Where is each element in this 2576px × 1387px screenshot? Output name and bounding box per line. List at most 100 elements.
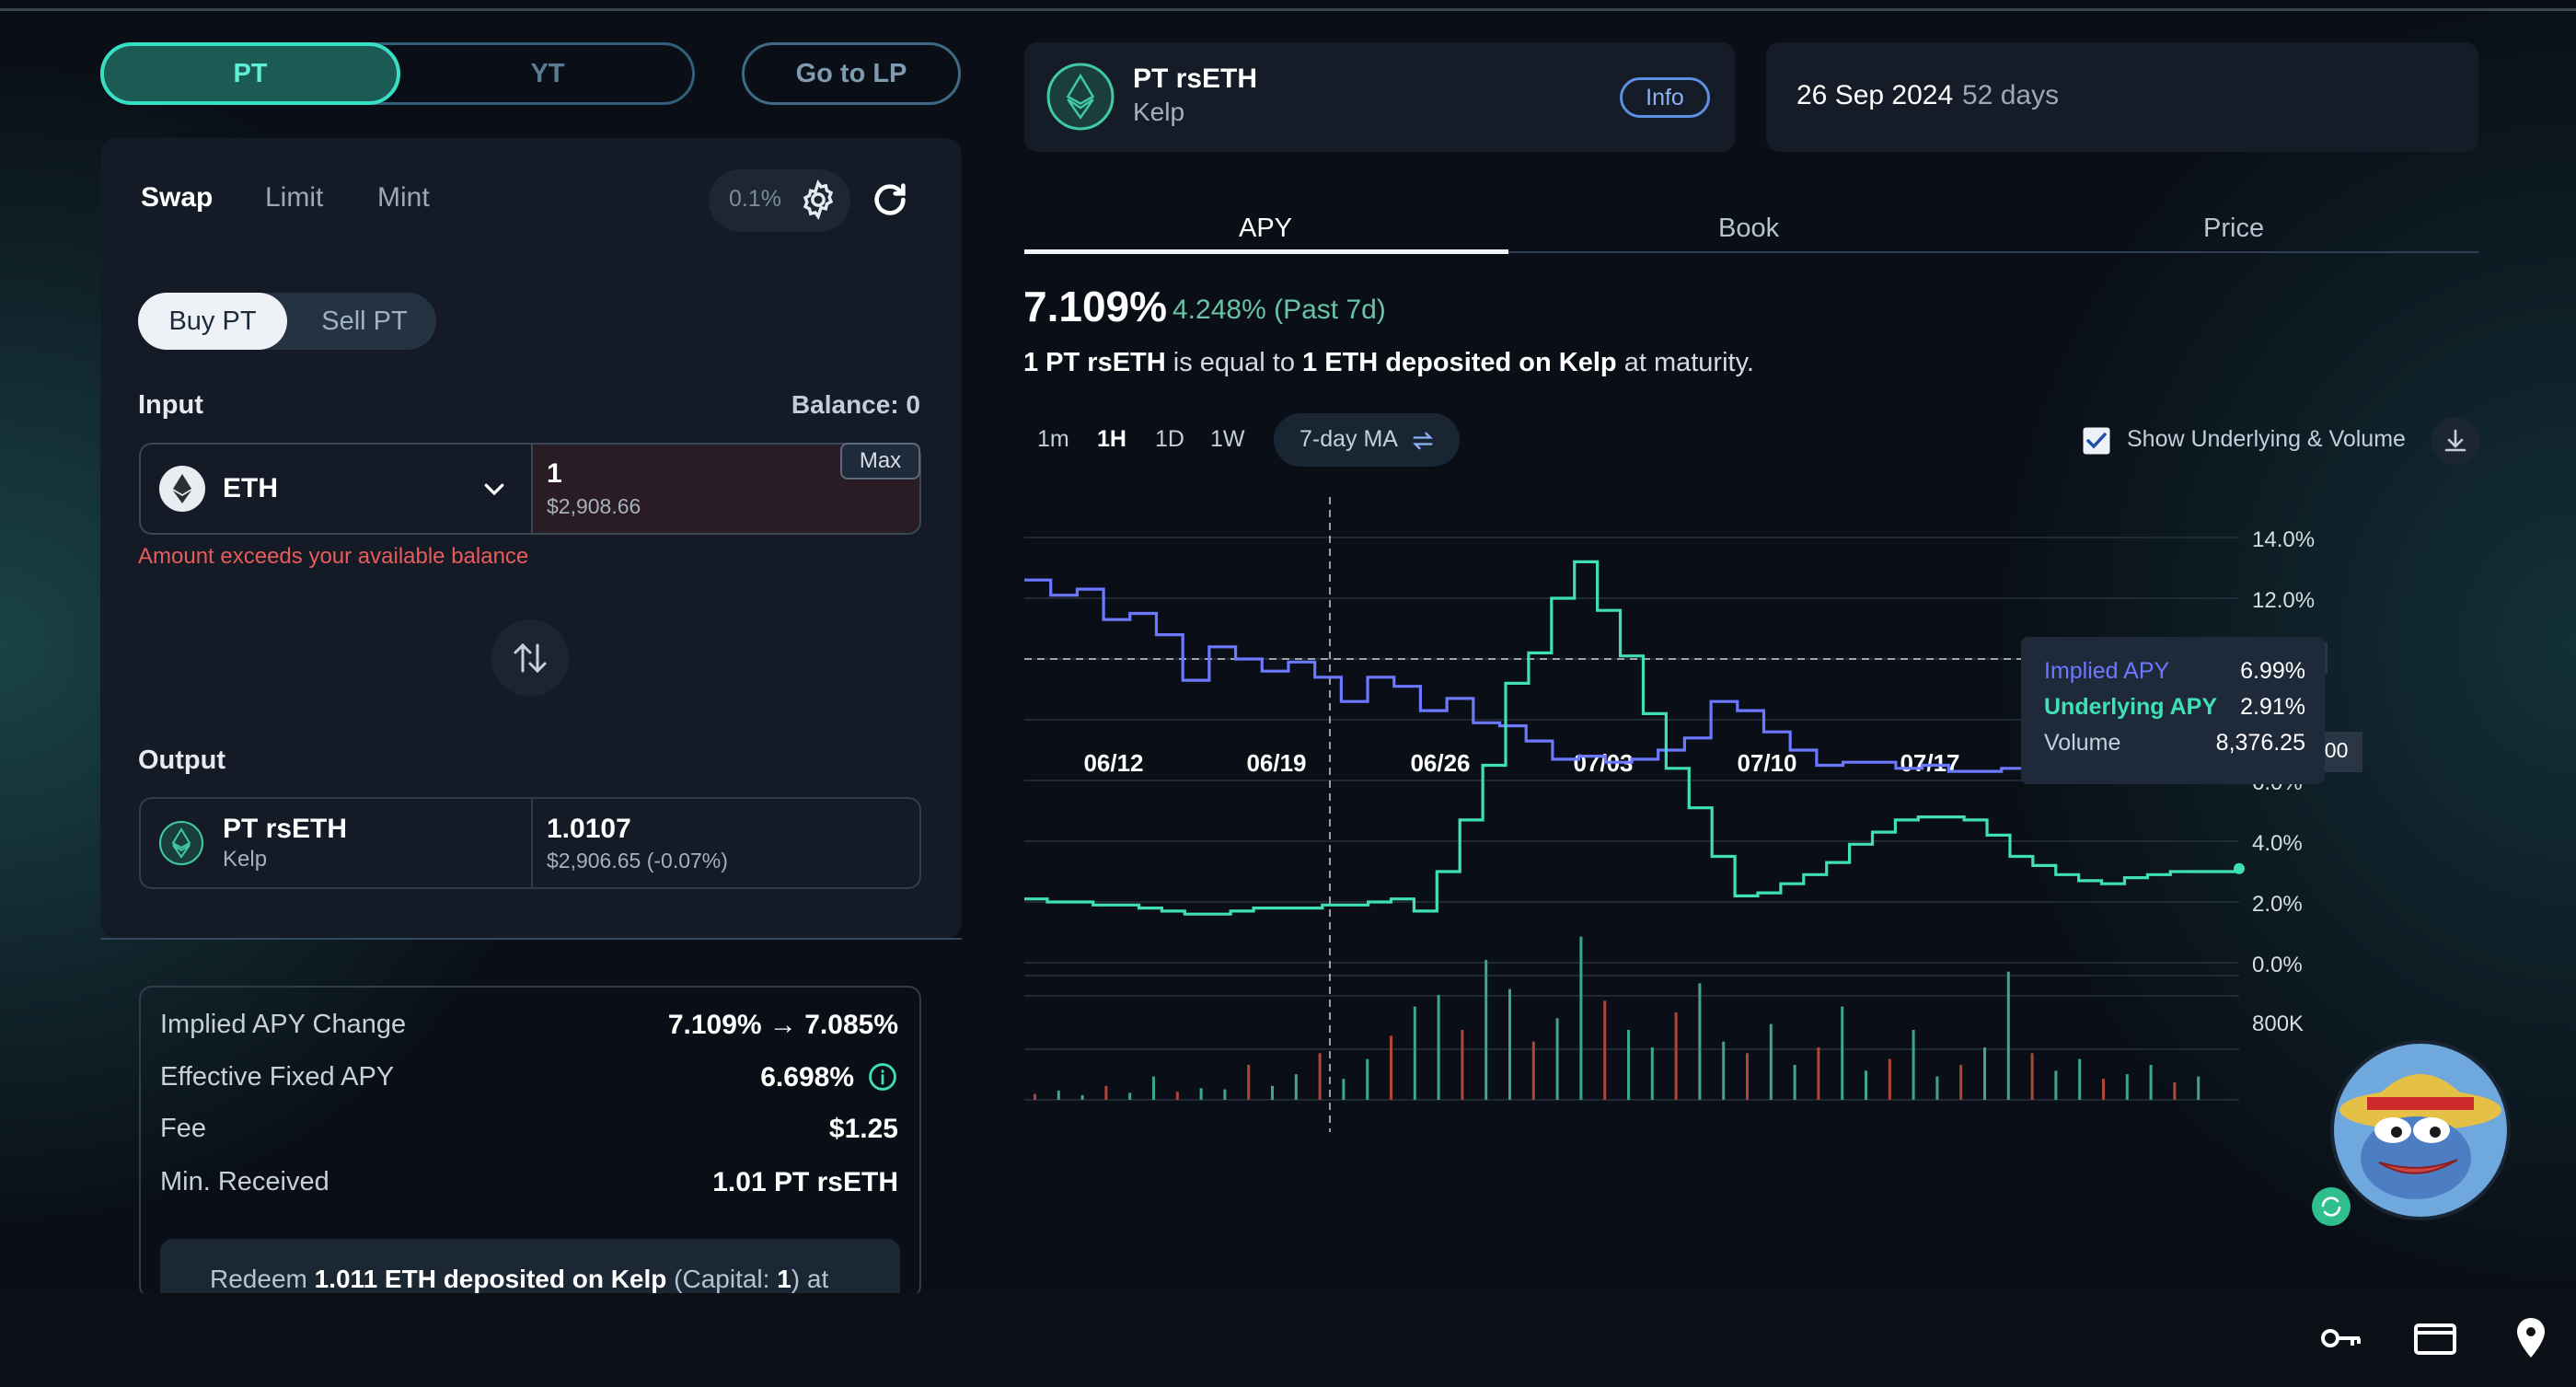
timeframe-1d[interactable]: 1D [1155, 426, 1184, 452]
x-tick-label: 06/19 [1246, 749, 1306, 777]
y-tick-label: 0.0% [2252, 953, 2303, 977]
tab-book[interactable]: Book [1718, 214, 1780, 243]
buy-pt-button[interactable]: Buy PT [138, 293, 287, 350]
y-tick-label: 12.0% [2252, 588, 2315, 613]
volume-bar [1271, 1085, 1274, 1100]
swap-direction-button[interactable] [491, 619, 569, 697]
y-tick-label: 4.0% [2252, 831, 2303, 856]
volume-bar [1508, 988, 1511, 1100]
volume-tick-label: 800K [2252, 1011, 2304, 1036]
tab-price[interactable]: Price [2203, 214, 2265, 243]
redeem-text: Redeem 1.011 ETH deposited on Kelp (Capi… [210, 1265, 829, 1293]
volume-bar [1223, 1089, 1227, 1100]
summary-label: Min. Received [160, 1167, 329, 1196]
volume-bar [1769, 1023, 1773, 1100]
output-amount-box [531, 797, 921, 889]
volume-bar [1579, 936, 1583, 1100]
volume-bar [1722, 1041, 1726, 1100]
implied-apy-line [1024, 578, 2241, 780]
moving-average-toggle[interactable] [1274, 413, 1460, 467]
refresh-icon[interactable] [869, 179, 911, 221]
location-pin-icon[interactable] [2507, 1314, 2555, 1362]
key-icon[interactable] [2317, 1314, 2365, 1362]
pt-description: 1 PT rsETH is equal to 1 ETH deposited o… [1023, 348, 1754, 377]
volume-bar [1484, 960, 1488, 1100]
swap-card-divider [100, 938, 962, 940]
chevron-down-icon[interactable] [480, 475, 508, 503]
summary-value: 7.109% → 7.085% [667, 1010, 898, 1040]
tab-limit[interactable]: Limit [265, 182, 324, 213]
volume-bar [1318, 1053, 1322, 1100]
volume-bar [2125, 1074, 2129, 1100]
volume-bar [2078, 1058, 2082, 1100]
volume-bar [1912, 1030, 1915, 1100]
volume-bar [1555, 1018, 1559, 1100]
info-circle-icon[interactable] [867, 1061, 898, 1092]
apy-chart[interactable]: 14.0%12.0%10.0%8.0%6.0%4.0%2.0%0.0%800K1… [1024, 497, 2478, 1289]
show-underlying-checkbox[interactable] [2082, 426, 2111, 456]
eth-icon [159, 466, 205, 512]
output-amount-value: 1.0107 [547, 814, 631, 844]
volume-bar [1531, 1041, 1535, 1100]
output-amount-usd: $2,906.65 (-0.07%) [547, 849, 728, 873]
current-implied-apy: 7.109% [1023, 283, 1168, 330]
toggle-pt[interactable]: PT [100, 42, 400, 105]
y-tick-label: 2.0% [2252, 892, 2303, 917]
timeframe-1m[interactable]: 1m [1037, 426, 1069, 452]
info-button[interactable]: Info [1620, 77, 1710, 118]
volume-bar [1627, 1030, 1630, 1100]
toggle-yt[interactable]: YT [530, 58, 565, 88]
timeframe-1w[interactable]: 1W [1210, 426, 1245, 452]
underlying-apy-line [1024, 560, 2241, 916]
volume-bar [1841, 1006, 1844, 1100]
underlying-apy: 4.248% (Past 7d) [1172, 295, 1386, 325]
bottom-bar [0, 1293, 2576, 1387]
max-button[interactable]: Max [840, 443, 920, 480]
pt-rseth-icon [159, 821, 203, 865]
input-label: Input [138, 390, 203, 420]
timeframe-1h[interactable]: 1H [1097, 426, 1126, 452]
sell-pt-button[interactable]: Sell PT [321, 306, 408, 336]
volume-bar [1888, 1058, 1891, 1100]
volume-bar [1983, 1047, 1986, 1100]
tooltip-label: Volume [2044, 730, 2121, 756]
show-underlying-label: Show Underlying & Volume [2127, 426, 2406, 452]
gear-icon[interactable] [797, 179, 839, 221]
maturity-card [1766, 42, 2478, 152]
volume-bar [1057, 1090, 1060, 1100]
maturity-date: 26 Sep 2024 [1796, 80, 1954, 110]
summary-value: $1.25 [828, 1114, 898, 1144]
output-token-protocol: Kelp [223, 847, 268, 872]
volume-bar [2173, 1082, 2177, 1100]
go-to-lp-button[interactable]: Go to LP [742, 42, 961, 105]
summary-value: 1.01 PT rsETH [712, 1167, 898, 1197]
output-token-name: PT rsETH [223, 814, 348, 844]
tabs-underline [1024, 251, 2478, 253]
summary-value: 6.698% [760, 1062, 854, 1092]
volume-bar [2149, 1065, 2153, 1100]
market-name: PT rsETH [1133, 64, 1258, 94]
input-amount-value[interactable]: 1 [547, 458, 562, 489]
download-button[interactable] [2432, 417, 2479, 465]
volume-bar [1080, 1094, 1084, 1100]
volume-bar [1793, 1065, 1796, 1100]
x-tick-label: 06/26 [1410, 749, 1470, 777]
volume-bar [2006, 971, 2010, 1100]
volume-bar [1247, 1065, 1251, 1100]
volume-bar [1342, 1079, 1346, 1100]
sync-icon[interactable] [2310, 1185, 2352, 1228]
slippage-value: 0.1% [729, 186, 781, 212]
volume-bar [2102, 1079, 2105, 1100]
volume-bar [1865, 1070, 1867, 1100]
tab-apy[interactable]: APY [1239, 214, 1293, 243]
slippage-settings[interactable] [709, 169, 850, 232]
mascot-avatar[interactable] [2328, 1038, 2512, 1222]
input-token-select[interactable] [139, 443, 531, 535]
volume-bar [1034, 1093, 1036, 1100]
card-icon[interactable] [2411, 1314, 2459, 1362]
redeem-note [160, 1239, 900, 1303]
tab-mint[interactable]: Mint [377, 182, 430, 213]
market-protocol: Kelp [1133, 98, 1185, 126]
tab-swap[interactable]: Swap [141, 182, 214, 213]
volume-bar [1674, 1012, 1678, 1100]
